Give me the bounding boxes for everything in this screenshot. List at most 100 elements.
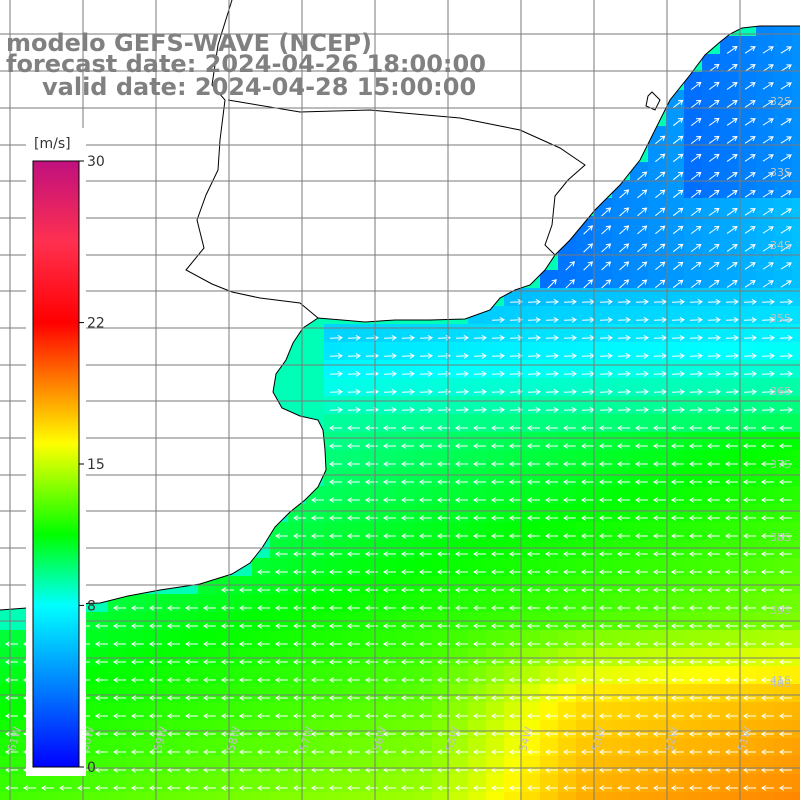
wind-arrow-head xyxy=(714,153,720,160)
wind-arrows xyxy=(5,46,793,791)
wind-arrow-head xyxy=(769,388,775,395)
latitude-label: 40S xyxy=(770,677,791,690)
wind-arrow-shaft xyxy=(744,64,756,72)
wind-arrow-head xyxy=(167,659,173,665)
wind-arrow xyxy=(293,749,306,755)
wind-arrow-shaft xyxy=(672,243,684,253)
wind-arrow-head xyxy=(581,515,587,521)
wind-arrow xyxy=(329,623,342,629)
wind-arrow-head xyxy=(41,785,47,791)
wind-arrow xyxy=(419,677,432,683)
wind-arrow-head xyxy=(383,677,389,683)
wind-arrow xyxy=(779,659,792,665)
wind-cell xyxy=(756,162,775,181)
wind-cell xyxy=(630,792,649,800)
wind-arrow-head xyxy=(743,641,749,647)
wind-arrow-head xyxy=(275,785,281,791)
wind-arrow-head xyxy=(509,533,515,539)
wind-arrow xyxy=(473,352,487,359)
wind-cell xyxy=(216,792,235,800)
wind-arrow xyxy=(671,551,684,557)
wind-cell xyxy=(720,270,739,289)
wind-arrow-head xyxy=(779,515,785,521)
wind-arrow-shaft xyxy=(401,391,415,393)
wind-arrow-head xyxy=(401,551,407,557)
wind-arrow xyxy=(203,659,216,665)
wind-arrow-shaft xyxy=(726,190,738,198)
wind-arrow xyxy=(725,425,738,431)
wind-arrow xyxy=(329,731,342,737)
wind-arrow xyxy=(509,406,523,413)
wind-arrow-head xyxy=(545,605,551,611)
wind-arrow-head xyxy=(714,81,720,88)
wind-arrow-head xyxy=(95,731,101,737)
wind-arrow-head xyxy=(707,533,713,539)
wind-arrow-shaft xyxy=(708,262,720,270)
colorbar-tick-label: 0 xyxy=(87,760,96,776)
wind-arrow xyxy=(743,316,757,323)
wind-arrow xyxy=(167,659,180,665)
wind-arrow-head xyxy=(617,533,623,539)
wind-arrow-head xyxy=(689,533,695,539)
wind-arrow-shaft xyxy=(780,46,792,54)
wind-arrow xyxy=(365,605,378,611)
wind-arrow-shaft xyxy=(655,225,665,235)
wind-arrow xyxy=(473,425,486,431)
wind-arrow xyxy=(491,497,504,503)
wind-arrow-head xyxy=(113,659,119,665)
wind-arrow xyxy=(365,641,378,647)
wind-arrow-head xyxy=(751,388,757,395)
wind-arrow-shaft xyxy=(708,244,720,252)
wind-arrow xyxy=(257,587,270,593)
wind-arrow-head xyxy=(607,352,613,359)
wind-arrow xyxy=(203,695,216,701)
wind-arrow-shaft xyxy=(671,337,685,339)
wind-arrow xyxy=(581,587,594,593)
wind-arrow-shaft xyxy=(762,190,774,198)
wind-arrow xyxy=(203,605,216,611)
wind-arrow xyxy=(780,118,792,126)
wind-arrow-head xyxy=(786,154,792,160)
wind-arrow-head xyxy=(643,406,649,413)
wind-arrow-head xyxy=(707,461,713,467)
wind-arrow xyxy=(473,515,486,521)
wind-arrow-head xyxy=(743,623,749,629)
wind-arrow-head xyxy=(769,316,775,323)
wind-arrow xyxy=(203,641,216,647)
wind-arrow xyxy=(780,226,792,234)
wind-arrow xyxy=(329,443,342,449)
wind-cell xyxy=(630,216,649,235)
wind-arrow xyxy=(419,479,432,485)
wind-arrow xyxy=(239,659,252,665)
wind-arrow xyxy=(113,641,126,647)
wind-arrow-head xyxy=(409,370,415,377)
wind-arrow xyxy=(59,785,72,791)
wind-arrow-head xyxy=(768,262,774,268)
wind-arrow xyxy=(563,406,577,413)
wind-arrow xyxy=(743,533,756,539)
wind-arrow xyxy=(653,731,666,737)
wind-arrow-head xyxy=(545,749,551,755)
wind-arrow-head xyxy=(607,334,613,341)
wind-arrow xyxy=(780,46,792,54)
wind-arrow-head xyxy=(761,551,767,557)
wind-arrow xyxy=(419,569,432,575)
wind-arrow-shaft xyxy=(708,64,720,72)
wind-arrow xyxy=(167,713,180,719)
wind-arrow-head xyxy=(383,533,389,539)
wind-arrow-head xyxy=(653,461,659,467)
wind-arrow xyxy=(509,461,522,467)
wind-arrow-head xyxy=(437,497,443,503)
wind-arrow xyxy=(185,641,198,647)
wind-arrow-head xyxy=(275,533,281,539)
wind-arrow xyxy=(653,406,667,413)
wind-cell xyxy=(648,792,667,800)
wind-arrow-head xyxy=(751,352,757,359)
wind-arrow-head xyxy=(677,135,684,141)
wind-arrow-head xyxy=(491,749,497,755)
wind-arrow xyxy=(689,479,702,485)
wind-arrow xyxy=(419,388,433,395)
wind-arrow-head xyxy=(581,677,587,683)
wind-arrow xyxy=(708,243,720,252)
wind-arrow-head xyxy=(167,695,173,701)
